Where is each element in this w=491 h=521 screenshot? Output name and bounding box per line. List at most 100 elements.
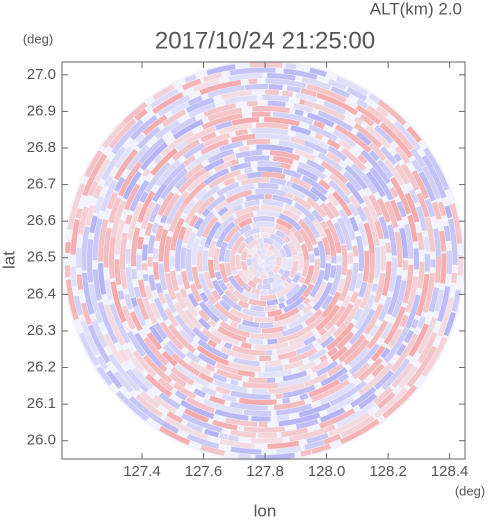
echo-cell <box>399 314 409 328</box>
echo-cell <box>157 191 175 217</box>
echo-cell <box>261 325 284 334</box>
echo-cell <box>204 243 210 249</box>
echo-cell <box>89 215 98 234</box>
echo-cell <box>247 172 262 179</box>
echo-cell <box>225 417 258 427</box>
echo-cell <box>276 445 302 455</box>
echo-cell <box>153 395 177 414</box>
echo-cell <box>103 175 114 188</box>
echo-cell <box>219 263 230 284</box>
echo-cell <box>349 343 380 375</box>
echo-cell <box>302 303 313 314</box>
echo-cell <box>77 206 89 235</box>
echo-cell <box>241 319 260 328</box>
echo-cell <box>152 84 175 101</box>
echo-cell <box>388 257 397 293</box>
echo-cell <box>377 391 396 409</box>
echo-cell <box>125 248 132 264</box>
echo-cell <box>374 220 384 240</box>
echo-cell <box>290 125 312 136</box>
echo-cell <box>295 315 325 338</box>
echo-cell <box>243 155 270 163</box>
echo-cell <box>348 346 371 368</box>
echo-cell <box>327 145 348 162</box>
echo-cell <box>217 206 229 217</box>
echo-cell <box>224 262 233 277</box>
echo-cell <box>371 283 379 293</box>
echo-cell <box>203 103 237 117</box>
echo-cell <box>197 252 203 272</box>
echo-cell <box>231 117 260 126</box>
echo-cell <box>289 426 331 442</box>
echo-cell <box>329 265 337 279</box>
echo-cell <box>184 309 203 330</box>
echo-cell <box>285 283 308 306</box>
echo-cell <box>213 214 236 240</box>
echo-cell <box>208 259 216 279</box>
echo-cell <box>185 396 215 414</box>
echo-cell <box>434 256 441 283</box>
echo-cell <box>157 95 191 117</box>
echo-cell <box>159 321 185 351</box>
echo-cell <box>142 297 158 325</box>
echo-cell <box>338 139 352 151</box>
echo-cell <box>171 217 185 243</box>
echo-cell <box>197 338 229 360</box>
echo-cell <box>133 286 142 299</box>
echo-cell <box>272 111 314 125</box>
echo-cell <box>251 128 289 136</box>
echo-cell <box>75 208 83 219</box>
echo-cell <box>201 215 219 238</box>
echo-cell <box>313 247 320 256</box>
echo-cell <box>309 67 327 77</box>
echo-cell <box>243 269 254 280</box>
echo-cell <box>94 158 111 183</box>
echo-cell <box>243 409 272 416</box>
echo-cell <box>252 216 276 223</box>
echo-cell <box>282 370 308 382</box>
echo-cell <box>149 325 164 344</box>
echo-cell <box>275 281 296 299</box>
echo-cell <box>265 272 270 279</box>
echo-cell <box>230 320 239 328</box>
echo-cell <box>241 250 248 261</box>
echo-cell <box>269 264 275 269</box>
echo-cell <box>174 176 188 190</box>
header: ALT(km) 2.0 <box>370 0 462 18</box>
echo-cell <box>78 332 100 367</box>
echo-cell <box>196 195 216 215</box>
echo-cell <box>437 297 454 337</box>
echo-cell <box>300 88 317 97</box>
echo-cell <box>381 358 410 391</box>
echo-cell <box>235 205 260 218</box>
echo-cell <box>259 322 274 328</box>
echo-cell <box>103 227 112 268</box>
echo-cell <box>213 379 248 393</box>
echo-cell <box>408 323 429 358</box>
echo-cell <box>288 347 318 364</box>
echo-cell <box>396 201 407 218</box>
echo-cell <box>202 250 209 272</box>
echo-cell <box>125 214 133 225</box>
echo-cell <box>330 85 351 99</box>
echo-cell <box>93 185 103 199</box>
echo-cell <box>117 290 125 300</box>
echo-cell <box>100 179 118 212</box>
echo-cell <box>175 292 187 309</box>
echo-cell <box>192 78 220 92</box>
echo-cell <box>312 282 333 312</box>
y-tick-label: 26.3 <box>27 322 56 339</box>
echo-cell <box>251 287 261 295</box>
echo-cell <box>239 397 277 405</box>
echo-cell <box>391 362 414 388</box>
echo-cell <box>224 289 239 303</box>
echo-cell <box>359 283 373 309</box>
echo-cell <box>182 155 196 167</box>
echo-cell <box>355 104 382 125</box>
echo-cell <box>155 119 180 140</box>
echo-cell <box>329 380 367 407</box>
echo-cell <box>98 263 107 295</box>
echo-cell <box>202 132 231 148</box>
echo-cell <box>309 186 328 202</box>
echo-cell <box>288 330 314 346</box>
